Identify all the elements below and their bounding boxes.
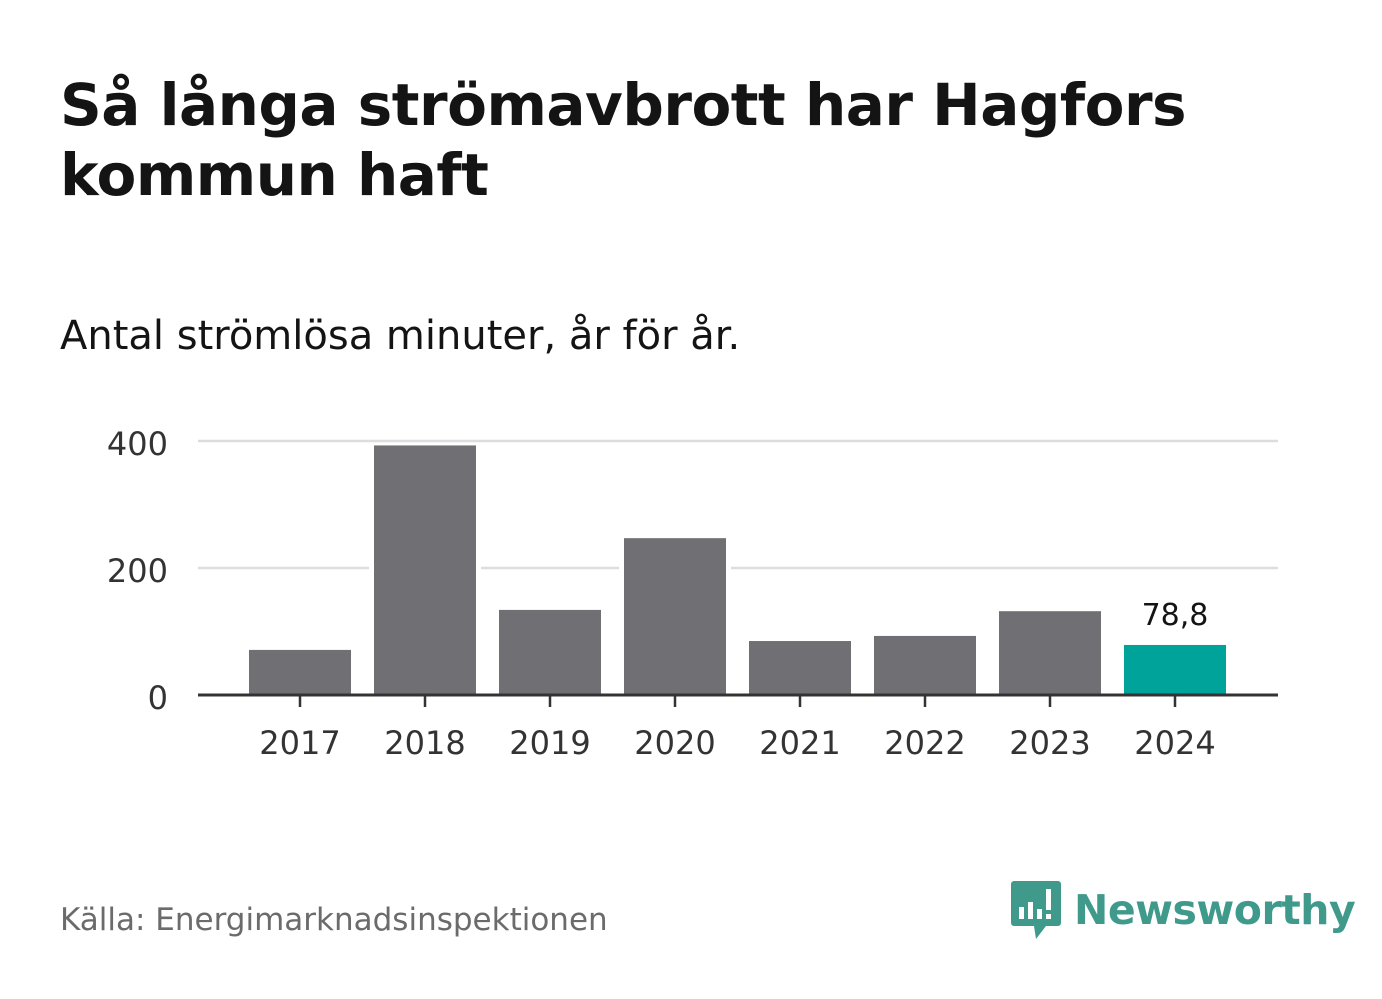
- x-tick-label: 2020: [634, 724, 715, 762]
- brand-logo: Newsworthy: [1010, 878, 1356, 942]
- x-tick-label: 2022: [884, 724, 965, 762]
- bar: [374, 445, 476, 695]
- x-tick-label: 2018: [384, 724, 465, 762]
- chart-subtitle: Antal strömlösa minuter, år för år.: [60, 313, 741, 359]
- x-tick-label: 2017: [259, 724, 340, 762]
- bar: [999, 611, 1101, 695]
- y-tick-label: 200: [107, 552, 168, 590]
- bar: [624, 538, 726, 695]
- x-tick-label: 2021: [759, 724, 840, 762]
- bar: [874, 635, 976, 695]
- x-tick-label: 2023: [1009, 724, 1090, 762]
- brand-name: Newsworthy: [1074, 886, 1356, 934]
- bar-highlight: [1124, 644, 1226, 695]
- y-tick-label: 0: [148, 679, 168, 717]
- source-note: Källa: Energimarknadsinspektionen: [60, 902, 608, 938]
- chart-title: Så långa strömavbrott har Hagfors kommun…: [60, 71, 1187, 209]
- x-tick-label: 2024: [1134, 724, 1215, 762]
- bar: [749, 641, 851, 695]
- y-tick-label: 400: [107, 425, 168, 463]
- bar: [499, 609, 601, 695]
- bar: [249, 649, 351, 695]
- data-label: 78,8: [1142, 598, 1209, 633]
- x-tick-label: 2019: [509, 724, 590, 762]
- newsworthy-logo-icon: [1011, 881, 1061, 939]
